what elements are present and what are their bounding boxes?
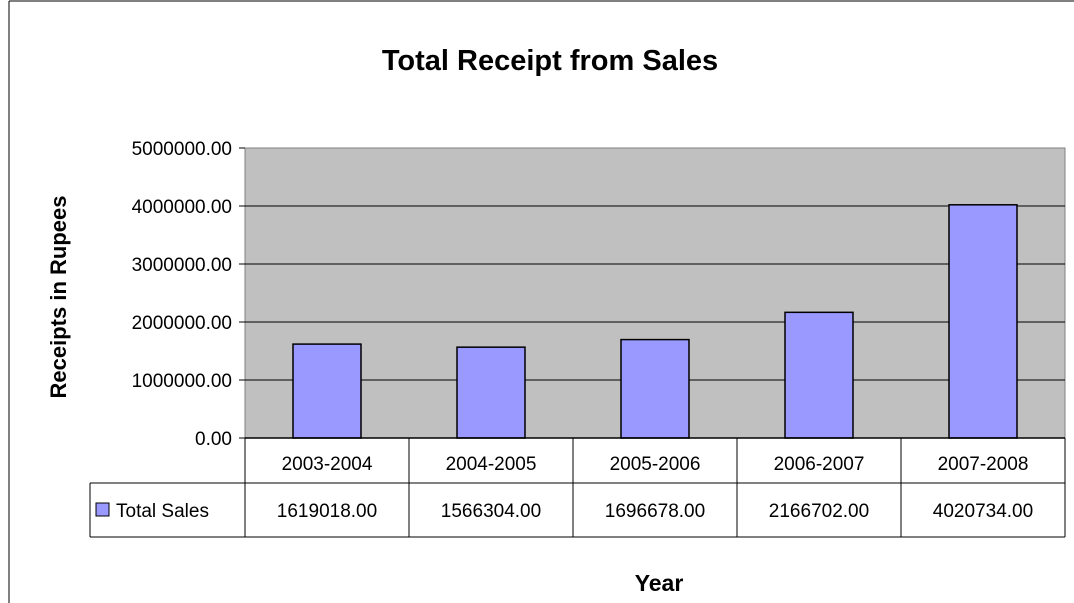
y-tick-label: 0.00 — [195, 429, 232, 450]
legend-label: Total Sales — [116, 501, 209, 522]
y-tick-label: 5000000.00 — [132, 139, 232, 160]
y-tick-label: 4000000.00 — [132, 197, 232, 218]
x-tick-label: 2004-2005 — [446, 454, 537, 475]
x-tick-label: 2003-2004 — [282, 454, 373, 475]
data-table-value: 2166702.00 — [769, 501, 869, 522]
x-tick-label: 2006-2007 — [774, 454, 865, 475]
bar-2004-2005 — [456, 346, 526, 439]
x-axis-label: Year — [635, 570, 684, 596]
bar-2007-2008 — [948, 204, 1018, 439]
data-table-value: 1566304.00 — [441, 501, 541, 522]
bar-2003-2004 — [292, 343, 362, 439]
chart-title: Total Receipt from Sales — [382, 45, 718, 77]
bar-2006-2007 — [784, 311, 854, 439]
y-tick-label: 2000000.00 — [132, 313, 232, 334]
legend-swatch — [95, 502, 110, 517]
data-table-value: 1619018.00 — [277, 501, 377, 522]
data-table-value: 4020734.00 — [933, 501, 1033, 522]
x-tick-label: 2005-2006 — [610, 454, 701, 475]
y-tick-label: 3000000.00 — [132, 255, 232, 276]
x-tick-label: 2007-2008 — [938, 454, 1029, 475]
bar-2005-2006 — [620, 338, 690, 439]
y-tick-label: 1000000.00 — [132, 371, 232, 392]
data-table-value: 1696678.00 — [605, 501, 705, 522]
y-axis-label: Receipts in Rupees — [46, 196, 71, 399]
